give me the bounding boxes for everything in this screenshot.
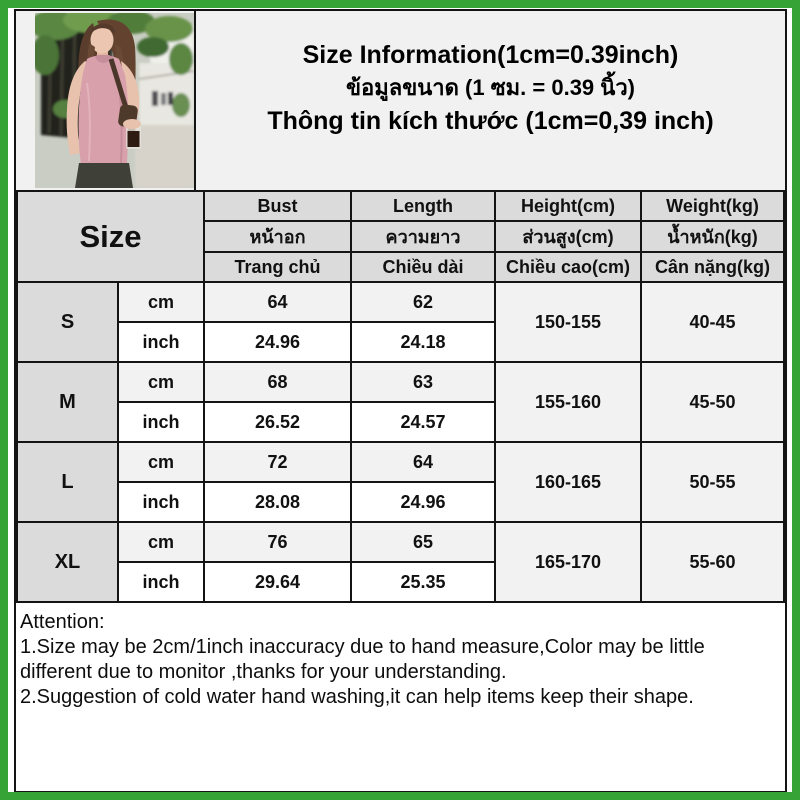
bust-inch: 24.96 [203, 321, 352, 363]
unit-label: cm [117, 521, 205, 563]
weight-range: 45-50 [640, 361, 785, 443]
height-range: 155-160 [494, 361, 642, 443]
height-range: 165-170 [494, 521, 642, 603]
header-section: Size Information(1cm=0.39inch) ข้อมูลขนา… [16, 11, 785, 190]
length-cm: 63 [350, 361, 496, 403]
bust-inch: 29.64 [203, 561, 352, 603]
unit-label: inch [117, 321, 205, 363]
content-frame: Size Information(1cm=0.39inch) ข้อมูลขนา… [14, 9, 787, 793]
bust-cm: 64 [203, 281, 352, 323]
bust-inch: 28.08 [203, 481, 352, 523]
length-inch: 24.57 [350, 401, 496, 443]
size-table: Size Bust Length Height(cm) Weight(kg) ห… [16, 190, 785, 603]
title-vietnamese: Thông tin kích thước (1cm=0,39 inch) [267, 107, 714, 135]
bust-cm: 72 [203, 441, 352, 483]
table-row: M cm 68 63 155-160 45-50 [16, 361, 785, 443]
length-inch: 24.96 [350, 481, 496, 523]
table-row: inch 29.64 25.35 [17, 561, 784, 603]
attention-item-2: 2.Suggestion of cold water hand washing,… [20, 686, 694, 708]
table-row: XL cm 76 65 165-170 55-60 [16, 521, 785, 603]
unit-label: inch [117, 401, 205, 443]
table-header-row-vi: Trang chủ Chiều dài Chiều cao(cm) Cân nặ… [17, 251, 785, 283]
unit-label: inch [117, 561, 205, 603]
model-figure [66, 19, 141, 188]
col-header-weight-th: น้ำหนัก(kg) [640, 220, 785, 253]
size-cell-s: S [16, 281, 119, 363]
bust-inch: 26.52 [203, 401, 352, 443]
title-block: Size Information(1cm=0.39inch) ข้อมูลขนา… [196, 11, 785, 190]
bust-cm: 68 [203, 361, 352, 403]
height-range: 160-165 [494, 441, 642, 523]
bust-cm: 76 [203, 521, 352, 563]
col-header-bust-en: Bust [203, 190, 352, 222]
size-cell-m: M [16, 361, 119, 443]
col-header-length-vi: Chiều dài [350, 251, 496, 283]
col-header-height-en: Height(cm) [494, 190, 642, 222]
length-inch: 24.18 [350, 321, 496, 363]
length-inch: 25.35 [350, 561, 496, 603]
length-cm: 64 [350, 441, 496, 483]
model-photo [35, 13, 194, 188]
col-header-bust-vi: Trang chủ [203, 251, 352, 283]
size-cell-l: L [16, 441, 119, 523]
weight-range: 50-55 [640, 441, 785, 523]
table-header-row-th: หน้าอก ความยาว ส่วนสูง(cm) น้ำหนัก(kg) [17, 220, 785, 253]
col-header-bust-th: หน้าอก [203, 220, 352, 253]
height-range: 150-155 [494, 281, 642, 363]
length-cm: 65 [350, 521, 496, 563]
title-thai: ข้อมูลขนาด (1 ซม. = 0.39 นิ้ว) [345, 75, 635, 100]
attention-item-1: 1.Size may be 2cm/1inch inaccuracy due t… [20, 636, 705, 683]
table-header-row-en: Size Bust Length Height(cm) Weight(kg) [16, 190, 785, 283]
col-header-weight-en: Weight(kg) [640, 190, 785, 222]
unit-label: inch [117, 481, 205, 523]
table-row: inch 28.08 24.96 [17, 481, 784, 523]
col-header-length-th: ความยาว [350, 220, 496, 253]
table-row: inch 26.52 24.57 [17, 401, 784, 443]
col-header-height-vi: Chiều cao(cm) [494, 251, 642, 283]
table-row: inch 24.96 24.18 [17, 321, 784, 363]
weight-range: 55-60 [640, 521, 785, 603]
size-cell-xl: XL [16, 521, 119, 603]
attention-section: Attention: 1.Size may be 2cm/1inch inacc… [16, 603, 785, 791]
photo-cell [16, 11, 196, 190]
unit-label: cm [117, 281, 205, 323]
table-row: L cm 72 64 160-165 50-55 [16, 441, 785, 523]
col-header-length-en: Length [350, 190, 496, 222]
col-header-height-th: ส่วนสูง(cm) [494, 220, 642, 253]
unit-label: cm [117, 441, 205, 483]
table-row: S cm 64 62 150-155 40-45 [16, 281, 785, 363]
weight-range: 40-45 [640, 281, 785, 363]
length-cm: 62 [350, 281, 496, 323]
unit-label: cm [117, 361, 205, 403]
attention-heading: Attention: [20, 611, 105, 633]
col-header-weight-vi: Cân nặng(kg) [640, 251, 785, 283]
title-english: Size Information(1cm=0.39inch) [302, 41, 679, 69]
size-header-cell: Size [16, 190, 205, 283]
